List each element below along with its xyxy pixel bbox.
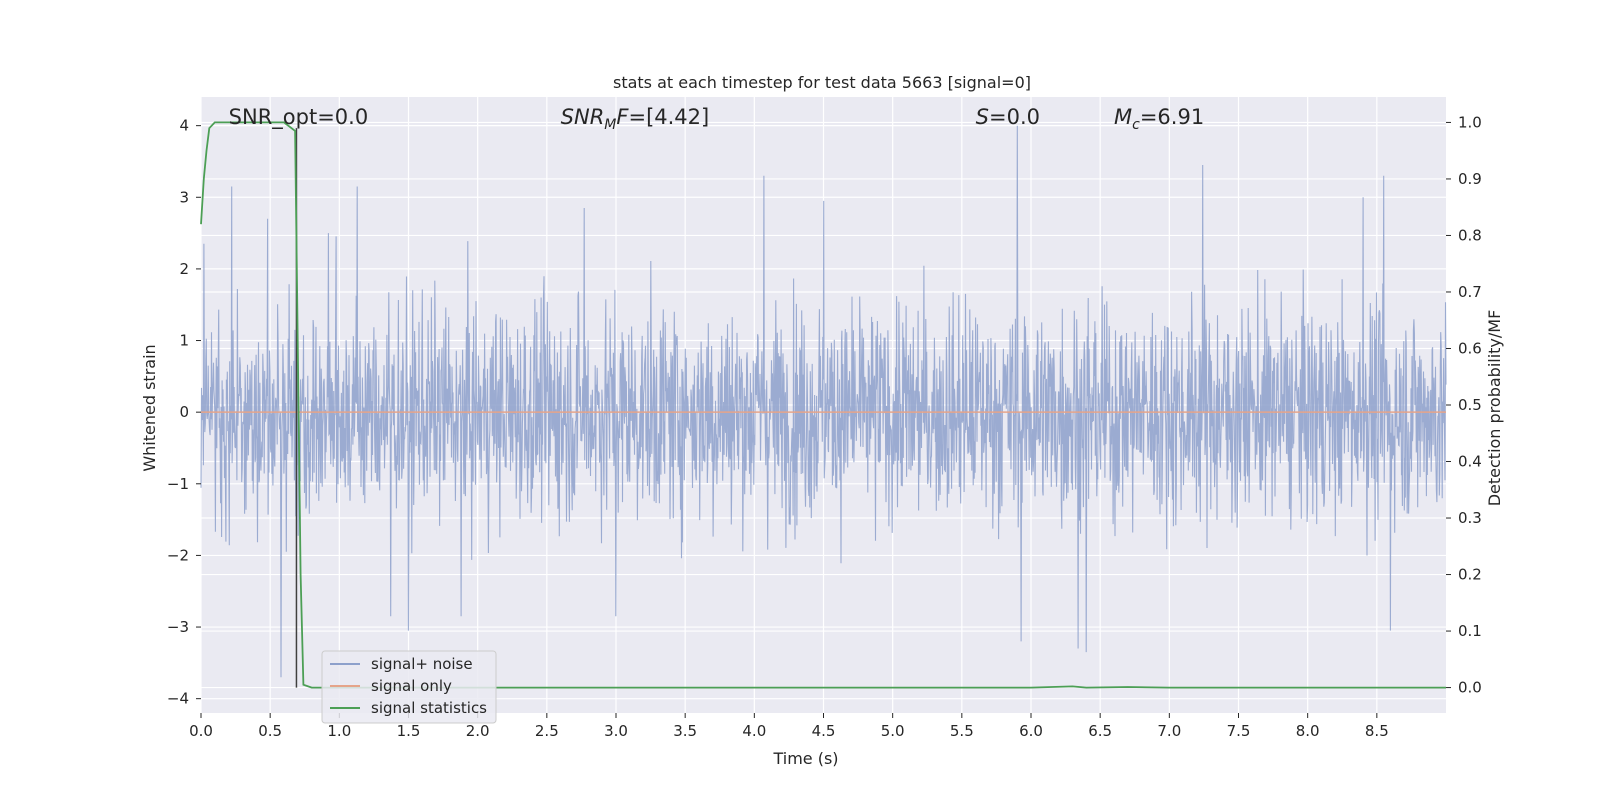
- x-tick-label: 7.5: [1227, 722, 1251, 740]
- x-tick-label: 7.0: [1157, 722, 1181, 740]
- x-tick-label: 1.0: [327, 722, 351, 740]
- legend-item-signal-statistics: signal statistics: [330, 699, 487, 717]
- x-tick-label: 8.5: [1365, 722, 1389, 740]
- y-right-tick-label: 0.0: [1458, 679, 1482, 697]
- x-tick-label: 3.5: [673, 722, 697, 740]
- y-right-tick-label: 0.4: [1458, 453, 1482, 471]
- legend-item-signal-noise: signal+ noise: [330, 655, 473, 673]
- y-axis-right: 0.0 0.1 0.2 0.3 0.4 0.5 0.6 0.7 0.8 0.9 1.0: [1446, 113, 1482, 697]
- x-tick-label: 0.0: [189, 722, 213, 740]
- chart-title: stats at each timestep for test data 566…: [613, 73, 1031, 92]
- x-tick-label: 3.0: [604, 722, 628, 740]
- x-axis-label: Time (s): [772, 749, 838, 768]
- annotation-snr-opt: SNR_opt=0.0: [229, 105, 369, 130]
- y-tick-label: 1: [179, 332, 189, 350]
- y-tick-label: −1: [167, 475, 189, 493]
- x-tick-label: 4.5: [812, 722, 836, 740]
- y-tick-label: 3: [179, 188, 189, 206]
- x-tick-label: 4.0: [742, 722, 766, 740]
- y-tick-label: 0: [179, 403, 189, 421]
- annotation-s-value: S=0.0: [976, 105, 1040, 129]
- y-axis-label: Whitened strain: [140, 344, 159, 471]
- y-axis-left: −4 −3 −2 −1 0 1 2 3 4: [167, 117, 201, 708]
- legend-box: [321, 650, 497, 724]
- y-tick-label: 2: [179, 260, 189, 278]
- x-axis: 0.0 0.5 1.0 1.5 2.0 2.5 3.0 3.5 4.0 4.5 5.0 5.5 6.0 6…: [189, 713, 1389, 740]
- x-tick-label: 2.0: [466, 722, 490, 740]
- x-tick-label: 6.5: [1088, 722, 1112, 740]
- y-right-tick-label: 0.6: [1458, 339, 1482, 357]
- legend-label-signal-only: signal only: [371, 677, 452, 695]
- y-right-tick-label: 0.3: [1458, 509, 1482, 527]
- annotation-snr-mf: SNRMF=[4.42]: [561, 105, 710, 133]
- x-tick-label: 2.5: [535, 722, 559, 740]
- annotations: SNR_opt=0.0 SNRMF=[4.42] S=0.0 Mc=6.91: [229, 105, 1205, 133]
- y-right-tick-label: 0.2: [1458, 566, 1482, 584]
- y-right-tick-label: 0.8: [1458, 226, 1482, 244]
- y-right-tick-label: 0.7: [1458, 283, 1482, 301]
- legend-label-signal-statistics: signal statistics: [371, 699, 487, 717]
- x-tick-label: 6.0: [1019, 722, 1043, 740]
- annotation-mc-value: Mc=6.91: [1114, 105, 1204, 133]
- y-right-tick-label: 1.0: [1458, 113, 1482, 131]
- x-tick-label: 8.0: [1296, 722, 1320, 740]
- x-tick-label: 1.5: [397, 722, 421, 740]
- legend-label-signal-noise: signal+ noise: [371, 655, 473, 673]
- x-tick-label: 5.5: [950, 722, 974, 740]
- y-right-tick-label: 0.9: [1458, 170, 1482, 188]
- noise-series: [200, 125, 1447, 678]
- y-right-tick-label: 0.5: [1458, 396, 1482, 414]
- x-tick-label: 0.5: [258, 722, 282, 740]
- line-series: [200, 121, 1446, 689]
- series-line-signal-noise: [200, 125, 1447, 678]
- y-right-tick-label: 0.1: [1458, 622, 1482, 640]
- series-line-signal-statistics: [200, 121, 1446, 689]
- y-axis-label-right: Detection probability/MF: [1485, 310, 1504, 507]
- legend-item-signal-only: signal only: [330, 677, 452, 695]
- y-tick-label: 4: [179, 117, 189, 135]
- y-tick-label: −2: [167, 546, 189, 564]
- legend: signal+ noise signal only signal statist…: [321, 650, 497, 724]
- y-tick-label: −3: [167, 618, 189, 636]
- y-tick-label: −4: [167, 690, 189, 708]
- x-tick-label: 5.0: [881, 722, 905, 740]
